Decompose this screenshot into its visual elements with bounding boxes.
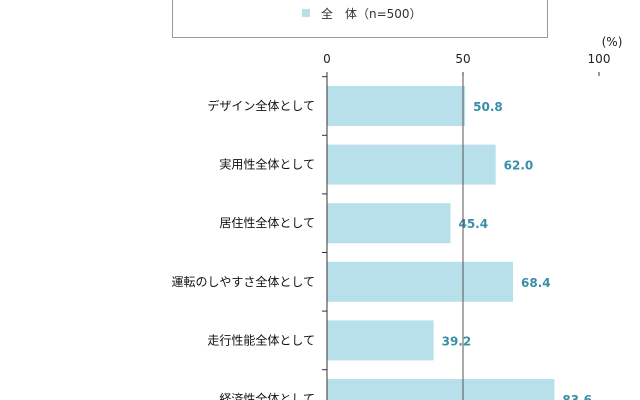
legend-swatch — [302, 9, 310, 17]
bar — [327, 320, 434, 361]
bar — [327, 203, 451, 244]
bar — [327, 86, 466, 126]
x-tick-label: 50 — [455, 52, 470, 66]
data-label: 45.4 — [458, 217, 488, 231]
data-label: 50.8 — [473, 100, 503, 114]
legend-label: 全 体（n=500） — [321, 7, 422, 21]
category-label: 運転のしやすさ全体として — [171, 274, 315, 289]
category-label: 実用性全体として — [219, 157, 315, 172]
unit-label: (%) — [602, 35, 623, 49]
x-tick-label: 100 — [588, 52, 611, 66]
category-label: 居住性全体として — [219, 215, 315, 230]
bar — [327, 261, 514, 302]
data-label: 83.6 — [562, 393, 592, 400]
data-label: 62.0 — [504, 159, 534, 173]
category-label: デザイン全体として — [207, 98, 315, 113]
category-label: 経済性全体として — [219, 391, 315, 400]
bar — [327, 379, 555, 400]
data-label: 68.4 — [521, 276, 551, 290]
bar — [327, 144, 496, 185]
legend: 全 体（n=500） — [172, 0, 548, 38]
data-label: 39.2 — [442, 334, 472, 348]
x-tick-label: 0 — [323, 52, 331, 66]
category-label: 走行性能全体として — [207, 332, 315, 347]
